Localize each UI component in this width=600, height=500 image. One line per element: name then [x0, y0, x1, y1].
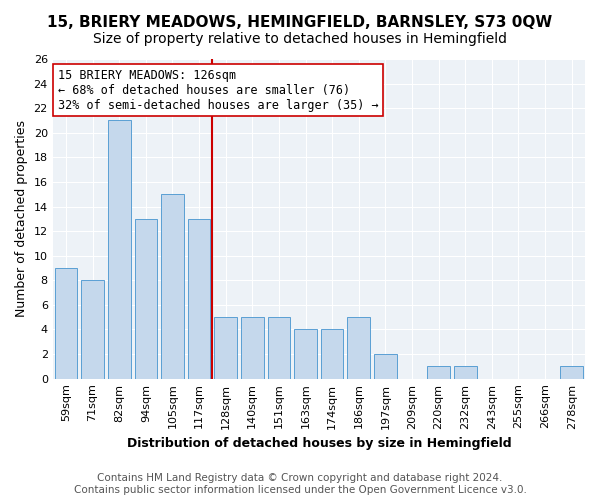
Bar [268, 317, 290, 378]
Bar [454, 366, 476, 378]
X-axis label: Distribution of detached houses by size in Hemingfield: Distribution of detached houses by size … [127, 437, 511, 450]
Y-axis label: Number of detached properties: Number of detached properties [15, 120, 28, 318]
Bar [188, 219, 211, 378]
Bar [81, 280, 104, 378]
Bar [214, 317, 237, 378]
Bar [161, 194, 184, 378]
Bar [560, 366, 583, 378]
Bar [321, 330, 343, 378]
Text: 15 BRIERY MEADOWS: 126sqm
← 68% of detached houses are smaller (76)
32% of semi-: 15 BRIERY MEADOWS: 126sqm ← 68% of detac… [58, 68, 379, 112]
Bar [347, 317, 370, 378]
Bar [241, 317, 263, 378]
Text: Contains HM Land Registry data © Crown copyright and database right 2024.
Contai: Contains HM Land Registry data © Crown c… [74, 474, 526, 495]
Bar [374, 354, 397, 378]
Bar [427, 366, 450, 378]
Text: 15, BRIERY MEADOWS, HEMINGFIELD, BARNSLEY, S73 0QW: 15, BRIERY MEADOWS, HEMINGFIELD, BARNSLE… [47, 15, 553, 30]
Bar [134, 219, 157, 378]
Bar [294, 330, 317, 378]
Bar [55, 268, 77, 378]
Text: Size of property relative to detached houses in Hemingfield: Size of property relative to detached ho… [93, 32, 507, 46]
Bar [108, 120, 131, 378]
